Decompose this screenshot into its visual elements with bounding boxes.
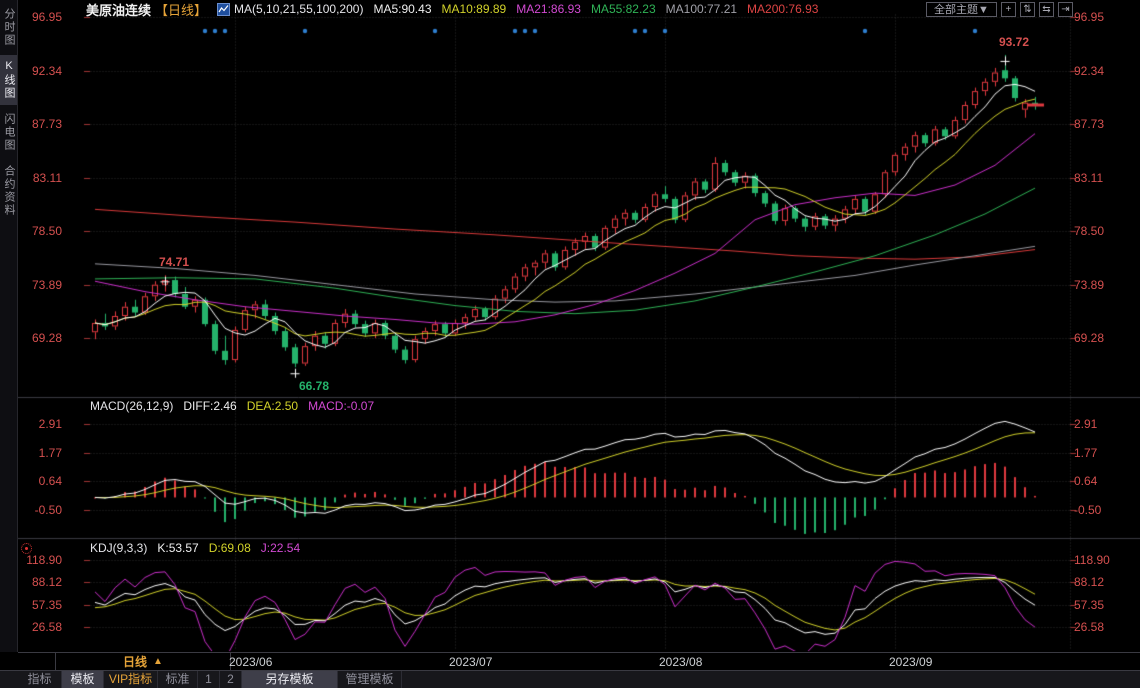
y-axis-label: -0.50 [34,503,62,518]
ma21-value: MA21:86.93 [516,2,581,16]
y-axis-label: 69.28 [31,331,62,346]
y-axis-label: 78.50 [1074,224,1105,239]
y-axis-label: 88.12 [31,575,62,590]
ma55-value: MA55:82.23 [590,2,656,16]
x-axis-date-label: 2023/06 [229,655,273,669]
left-sidebar: 分时图 K线图 闪电图 合约资料 [0,0,18,652]
chart-canvas[interactable] [0,0,1140,652]
macd-header: MACD(26,12,9) DIFF:2.46 DEA:2.50 MACD:-0… [90,399,374,413]
tab-templates[interactable]: 模板 [62,671,104,688]
y-axis-label: 2.91 [1074,417,1098,432]
x-axis-date-label: 2023/08 [659,655,703,669]
tab-1[interactable]: 1 [198,671,220,688]
y-axis-label: 88.12 [1074,575,1105,590]
y-axis-label: 78.50 [31,224,62,239]
y-axis-label: 1.77 [38,445,62,460]
pan-tool-icon[interactable]: + [1000,2,1016,17]
y-axis-label: 26.58 [31,620,62,635]
macd-dea-value: DEA:2.50 [246,399,299,413]
sidebar-tab-kline[interactable]: K线图 [0,55,17,105]
tab-2[interactable]: 2 [220,671,242,688]
sidebar-tab-intraday[interactable]: 分时图 [3,8,15,47]
tab-vip-indicators[interactable]: VIP指标 [104,671,158,688]
price-extreme-annotation: 74.71 [159,255,190,270]
toolbar-filler [402,671,1140,688]
y-axis-label: 0.64 [38,474,62,489]
y-axis-label: 96.95 [31,10,62,25]
period-arrow-icon: ▲ [153,656,163,667]
ma100-value: MA100:77.21 [665,2,738,16]
ma-settings-label: MA(5,10,21,55,100,200) [234,2,364,16]
y-axis-label: 87.73 [31,117,62,132]
sidebar-tab-lightning[interactable]: 闪电图 [3,113,15,152]
y-axis-label: 83.11 [32,170,62,185]
tab-save-template[interactable]: 另存模板 [242,671,338,688]
y-axis-label: 2.91 [38,417,62,432]
mini-chart-icon[interactable] [217,2,231,16]
chart-toolbar: 全部主题▼ + ⇅ ⇆ ⇥ [926,2,1073,17]
theme-selector-button[interactable]: 全部主题▼ [926,2,997,17]
period-tag: 【日线】 [155,2,208,18]
y-axis-label: 96.95 [1074,10,1105,25]
macd-bar-value: MACD:-0.07 [308,399,375,413]
y-axis-label: 0.64 [1074,474,1098,489]
y-axis-label: 118.90 [1074,552,1110,567]
tab-manage-templates[interactable]: 管理模板 [338,671,402,688]
sidebar-tab-contract-info[interactable]: 合约资料 [3,165,15,217]
x-axis-date-label: 2023/07 [449,655,493,669]
y-axis-label: 26.58 [1074,620,1105,635]
x-axis-date-label: 2023/09 [889,655,933,669]
y-axis-label: 73.89 [1074,277,1105,292]
tab-indicators[interactable]: 指标 [18,671,62,688]
chart-header: 美原油连续 【日线】 MA(5,10,21,55,100,200) MA5:90… [86,1,819,18]
price-extreme-annotation: 66.78 [299,379,330,394]
period-label: 日线 [123,655,148,669]
ma200-value: MA200:76.93 [747,2,819,16]
y-axis-label: 92.34 [1074,63,1105,78]
ma5-value: MA5:90.43 [373,2,432,16]
x-axis-row: 日线 ▲ 2023/06 2023/07 2023/08 2023/09 [18,652,1140,670]
y-axis-label: 69.28 [1074,331,1105,346]
y-axis-label: 83.11 [1074,170,1104,185]
y-axis-label: -0.50 [1074,503,1102,518]
y-axis-label: 57.35 [31,597,62,612]
kdj-name: KDJ(9,3,3) [90,541,148,555]
horizontal-scale-icon[interactable]: ⇆ [1038,2,1054,17]
y-axis-label: 92.34 [31,63,62,78]
collapse-panel-icon[interactable]: ⇥ [1057,2,1073,17]
kdj-d-value: D:69.08 [208,541,251,555]
y-axis-label: 87.73 [1074,117,1105,132]
price-extreme-annotation: 93.72 [999,34,1030,49]
y-axis-label: 57.35 [1074,597,1105,612]
bottom-toolbar: 指标 模板 VIP指标 标准 1 2 另存模板 管理模板 [0,670,1140,688]
kdj-k-value: K:53.57 [157,541,199,555]
instrument-title: 美原油连续 [86,2,152,18]
period-selector[interactable]: 日线 ▲ [55,653,231,670]
vertical-scale-icon[interactable]: ⇅ [1019,2,1035,17]
ma10-value: MA10:89.89 [441,2,507,16]
kdj-j-value: J:22.54 [260,541,301,555]
y-axis-label: 73.89 [31,277,62,292]
y-axis-label: 118.90 [26,552,62,567]
toolbar-spacer [0,671,18,688]
indicator-settings-icon[interactable] [21,543,32,554]
macd-diff-value: DIFF:2.46 [183,399,237,413]
tab-standard[interactable]: 标准 [158,671,198,688]
y-axis-label: 1.77 [1074,445,1098,460]
macd-name: MACD(26,12,9) [90,399,174,413]
kdj-header: KDJ(9,3,3) K:53.57 D:69.08 J:22.54 [90,541,300,555]
